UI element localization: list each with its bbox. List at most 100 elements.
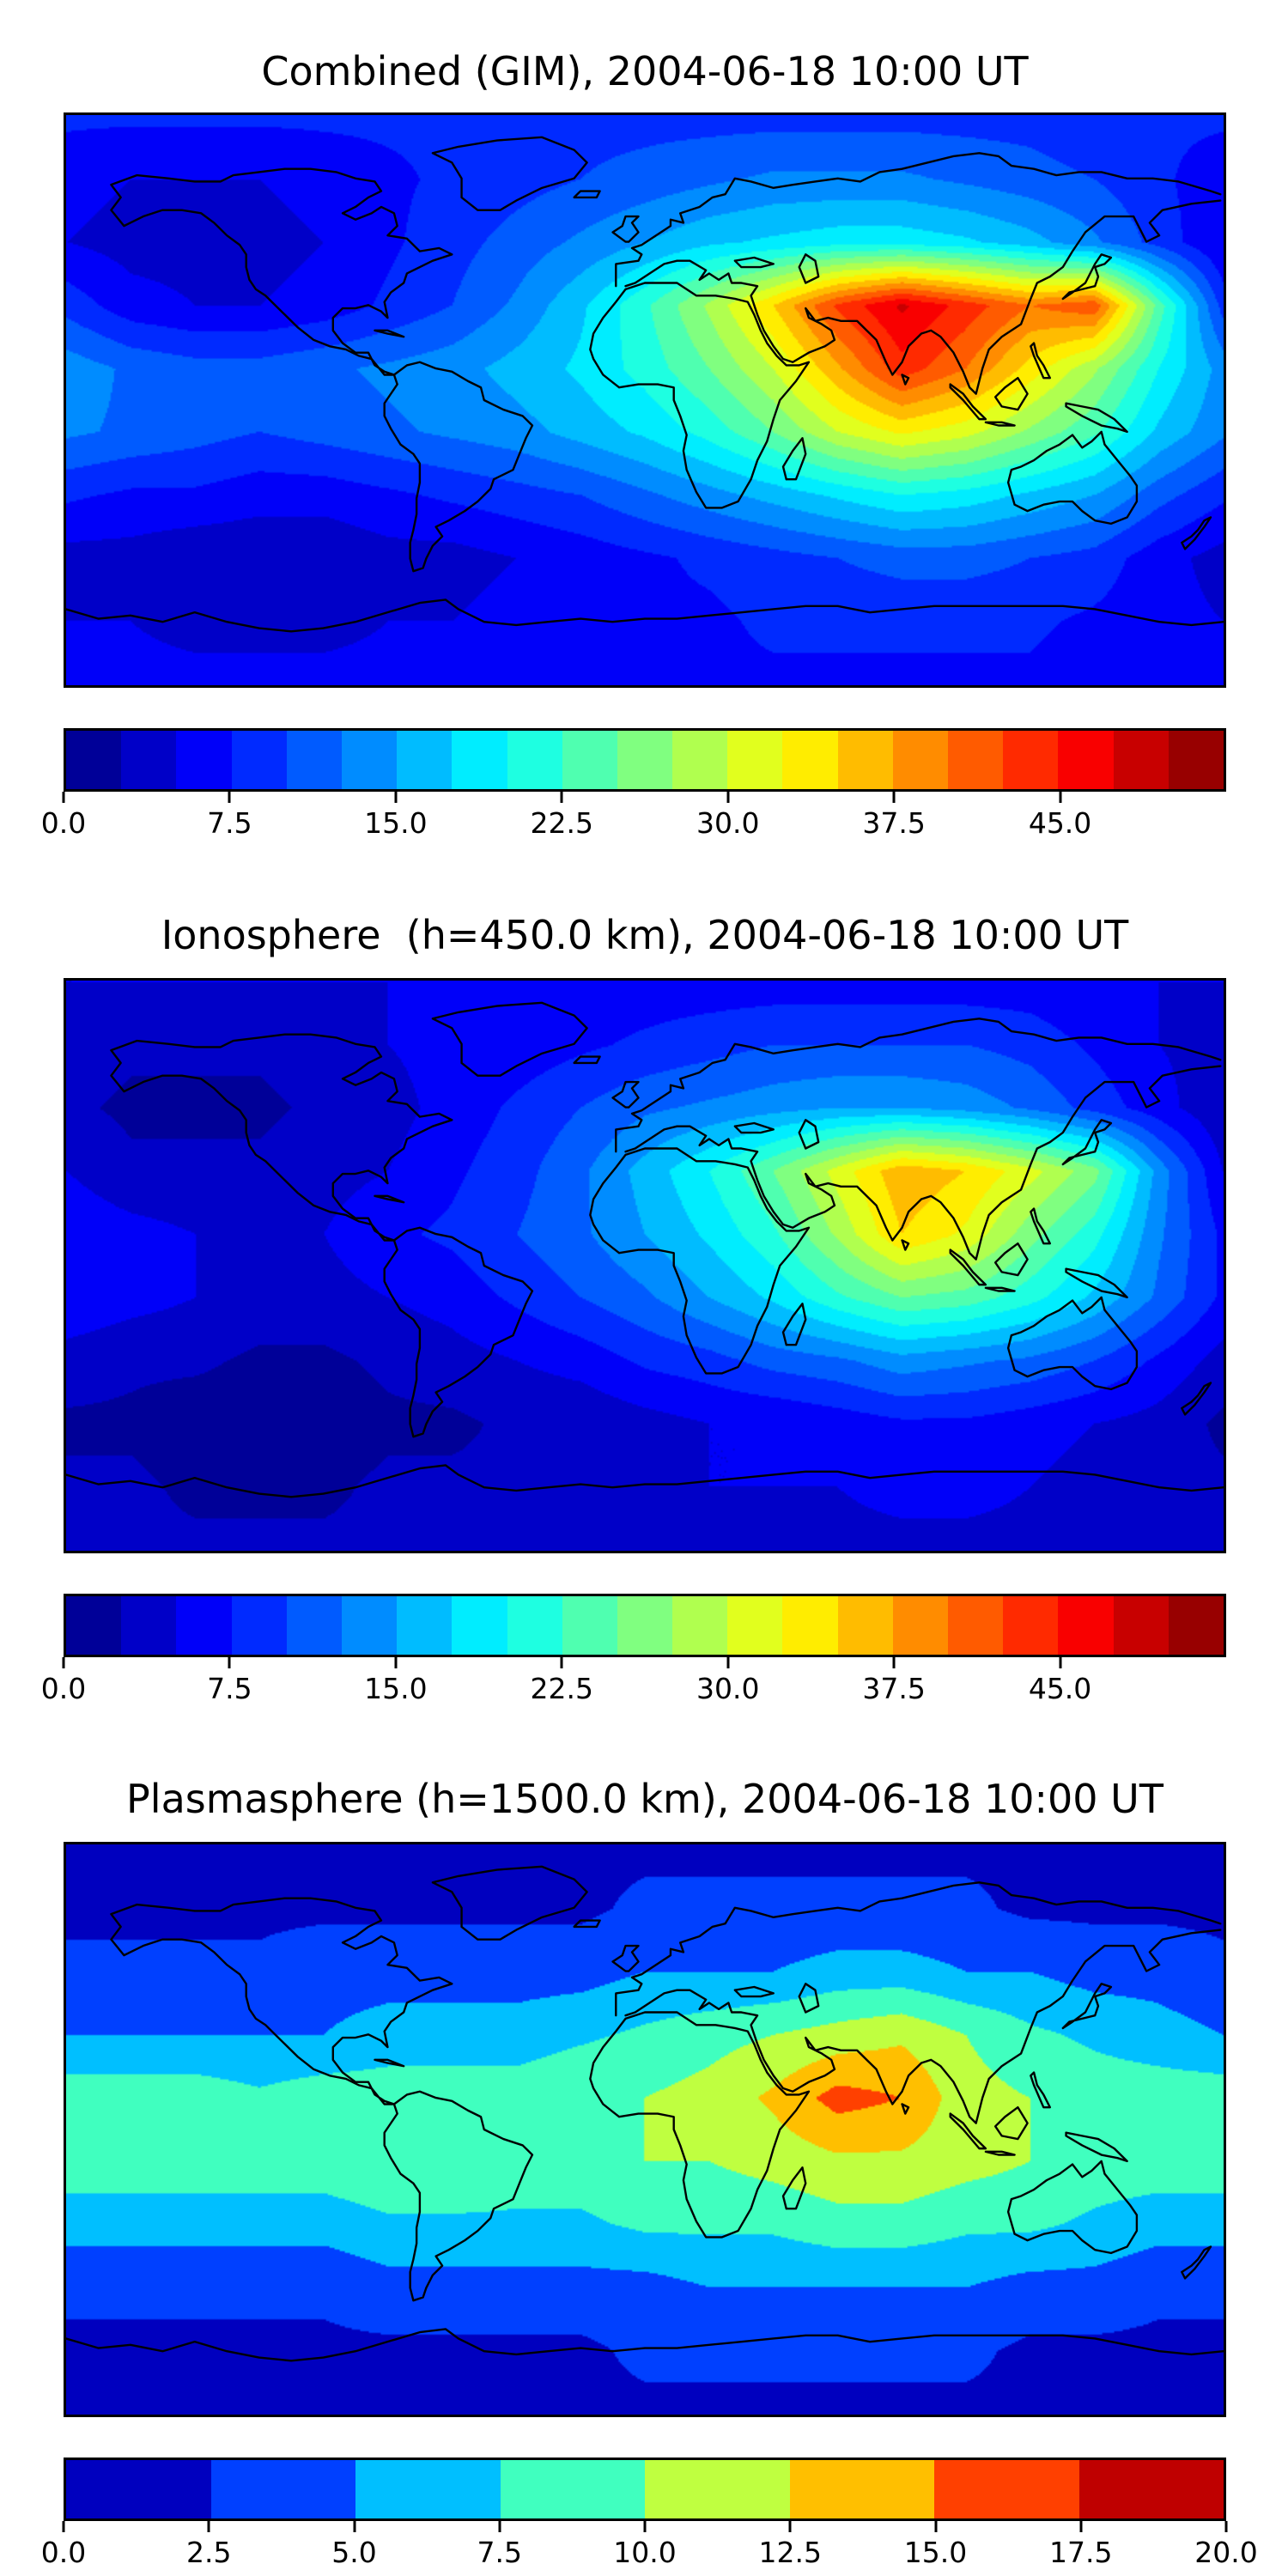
colorbar-segment [1168, 1596, 1224, 1655]
coastline-path [1008, 2161, 1137, 2253]
coastline-path [986, 422, 1015, 426]
colorbar-segment [1113, 731, 1169, 789]
colorbar-tick-label: 45.0 [1028, 806, 1092, 840]
colorbar-tick-mark [228, 1657, 231, 1668]
coastlines-overlay [66, 981, 1224, 1551]
map-combined [64, 112, 1226, 688]
coastline-path [433, 1003, 587, 1076]
coastline-path [799, 1120, 818, 1148]
colorbar-tick-mark [560, 792, 563, 803]
colorbar-segment [782, 731, 838, 789]
coastline-path [735, 1123, 774, 1133]
colorbar-plasmasphere [64, 2458, 1226, 2521]
coastline-path [1063, 254, 1111, 299]
colorbar-tick-mark [1059, 1657, 1062, 1668]
tec-heatmap-canvas-plasmasphere [66, 1844, 1224, 2415]
coastline-path [1182, 517, 1211, 549]
colorbar-segment [789, 2460, 934, 2518]
coastline-path [613, 1082, 639, 1108]
coastline-path [1066, 2133, 1127, 2161]
colorbar-tick-mark [1224, 2521, 1228, 2532]
colorbar-segment [452, 731, 507, 789]
colorbar-segment [66, 731, 122, 789]
colorbar-tick-label: 37.5 [862, 806, 926, 840]
coastline-path [574, 1057, 600, 1063]
coastline-path [626, 201, 1221, 394]
coastline-path [951, 385, 986, 420]
coastline-path [574, 1921, 600, 1927]
coastline-path [616, 153, 1220, 286]
colorbar-tick-label: 37.5 [862, 1672, 926, 1705]
colorbar-tick-label: 15.0 [903, 2536, 968, 2569]
colorbar-segment [121, 1596, 177, 1655]
coastline-path [590, 2013, 809, 2238]
coastline-path [902, 2104, 908, 2113]
colorbar-tick-label: 0.0 [40, 1672, 87, 1705]
colorbar-tick-mark [1079, 2521, 1083, 2532]
colorbar-segment [121, 731, 177, 789]
colorbar-tick-mark [228, 792, 231, 803]
colorbar-ticks-combined: 0.0 7.5 15.0 22.5 30.0 37.5 45.0 [41, 792, 1226, 845]
colorbar-segment [500, 2460, 645, 2518]
colorbar-segment [727, 1596, 783, 1655]
colorbar-tick-mark [207, 2521, 210, 2532]
coastline-path [1008, 432, 1137, 524]
colorbar-segment [782, 1596, 838, 1655]
colorbar-segment [1003, 731, 1059, 789]
colorbar-tick-label: 45.0 [1028, 1672, 1092, 1705]
colorbar-segment [562, 1596, 617, 1655]
colorbar-segment [617, 731, 673, 789]
colorbar-tick-mark [643, 2521, 647, 2532]
coastline-path [66, 599, 1224, 631]
colorbar-segment [1003, 1596, 1059, 1655]
coastline-path [783, 2167, 805, 2208]
colorbar-segment [617, 1596, 673, 1655]
coastline-path [995, 2107, 1027, 2139]
coastline-path [574, 191, 600, 197]
map-ionosphere [64, 978, 1226, 1553]
colorbar-tick-mark [726, 1657, 730, 1668]
coastline-path [433, 137, 587, 210]
colorbar-tick-label: 7.5 [207, 1672, 252, 1705]
colorbar-segment [948, 1596, 1004, 1655]
coastline-path [735, 1987, 774, 1996]
colorbar-segment [176, 731, 232, 789]
colorbar-segment [210, 2460, 355, 2518]
colorbar-segment [341, 731, 398, 789]
colorbar-segment [397, 1596, 453, 1655]
coastline-path [385, 1228, 532, 1437]
colorbar-segment [1078, 2460, 1224, 2518]
coastline-path [902, 374, 908, 384]
colorbar-segment [341, 1596, 398, 1655]
coastlines-overlay [66, 1844, 1224, 2415]
colorbar-segment [452, 1596, 507, 1655]
colorbar-tick-label: 30.0 [696, 1672, 760, 1705]
map-plasmasphere [64, 1842, 1226, 2417]
coastline-path [783, 438, 805, 479]
colorbar-segment [286, 731, 342, 789]
colorbar-tick-mark [934, 2521, 937, 2532]
coastline-path [111, 169, 452, 375]
map-title-combined: Combined (GIM), 2004-06-18 10:00 UT [261, 48, 1029, 94]
colorbar-tick-label: 22.5 [530, 806, 594, 840]
colorbar-segment [66, 2460, 211, 2518]
colorbar-tick-mark [892, 1657, 896, 1668]
colorbar-tick-mark [353, 2521, 355, 2532]
colorbar-tick-label: 20.0 [1194, 2536, 1258, 2569]
colorbar-segment [176, 1596, 232, 1655]
colorbar-tick-mark [788, 2521, 792, 2532]
coastline-path [951, 2114, 986, 2149]
colorbar-segment [286, 1596, 342, 1655]
coastline-path [902, 1240, 908, 1249]
colorbar-tick-mark [892, 792, 896, 803]
coastline-path [385, 362, 532, 571]
colorbar-tick-label: 5.0 [331, 2536, 377, 2569]
coastline-path [374, 2060, 404, 2066]
colorbar-segment [507, 731, 562, 789]
colorbar-segment [507, 1596, 562, 1655]
colorbar-segment [397, 731, 453, 789]
colorbar-segment [562, 731, 617, 789]
colorbar-segment [355, 2460, 501, 2518]
coastline-path [111, 1899, 452, 2105]
colorbar-tick-mark [394, 1657, 398, 1668]
